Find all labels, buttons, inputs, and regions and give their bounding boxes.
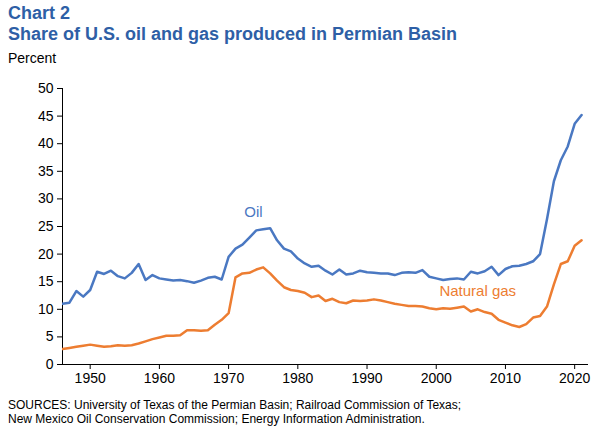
html-text:Percent: Percent	[8, 50, 57, 66]
svg-text:2020: 2020	[559, 370, 590, 386]
svg-text:0: 0	[46, 356, 54, 372]
html-text:SOURCES: University of Texas o: SOURCES: University of Texas of the Perm…	[8, 398, 462, 426]
svg-text:1970: 1970	[213, 370, 244, 386]
svg-text:40: 40	[38, 135, 54, 151]
svg-text:45: 45	[38, 108, 54, 124]
svg-text:2000: 2000	[421, 370, 452, 386]
svg-text:5: 5	[46, 328, 54, 344]
html-text:Chart 2: Chart 2	[8, 3, 70, 23]
svg-text:1990: 1990	[351, 370, 382, 386]
svg-text:15: 15	[38, 273, 54, 289]
svg-text:Oil: Oil	[244, 203, 262, 220]
svg-text:25: 25	[38, 218, 54, 234]
svg-text:35: 35	[38, 163, 54, 179]
svg-text:50: 50	[38, 80, 54, 96]
svg-text:1950: 1950	[75, 370, 106, 386]
svg-text:Natural gas: Natural gas	[439, 282, 516, 299]
svg-text:30: 30	[38, 190, 54, 206]
svg-text:10: 10	[38, 301, 54, 317]
svg-text:1960: 1960	[144, 370, 175, 386]
html-text:Share of U.S. oil and gas prod: Share of U.S. oil and gas produced in Pe…	[8, 24, 458, 44]
svg-text:2010: 2010	[490, 370, 521, 386]
svg-text:20: 20	[38, 246, 54, 262]
svg-text:1980: 1980	[282, 370, 313, 386]
